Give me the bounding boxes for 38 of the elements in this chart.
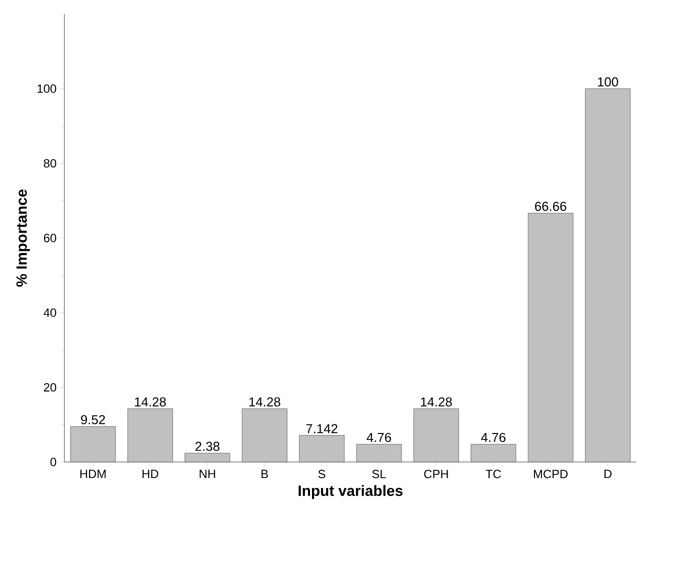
x-tick-label: B xyxy=(262,470,268,478)
bar xyxy=(470,444,516,462)
y-tick-label: 80 xyxy=(44,159,56,168)
x-tick-label: MCPD xyxy=(534,470,568,478)
data-label: 66.66 xyxy=(535,202,566,211)
bar xyxy=(356,444,402,462)
data-label: 2.38 xyxy=(195,442,220,451)
x-tick-label: TC xyxy=(486,470,501,478)
bar xyxy=(70,426,116,462)
bar xyxy=(128,408,173,462)
x-tick-label: HD xyxy=(142,470,158,478)
data-label: 7.142 xyxy=(306,424,338,434)
x-tick-label: NH xyxy=(200,470,216,478)
x-tick-label: HDM xyxy=(80,470,106,478)
y-tick-label: 100 xyxy=(38,84,56,93)
bar xyxy=(585,88,631,462)
data-label: 100 xyxy=(598,77,618,86)
data-label: 14.28 xyxy=(134,397,166,406)
bar xyxy=(184,452,230,462)
x-tick-label: CPH xyxy=(424,470,448,478)
bar xyxy=(414,408,459,462)
y-tick-label: 60 xyxy=(44,234,56,242)
data-label: 4.76 xyxy=(481,432,506,442)
x-tick-label: S xyxy=(318,470,326,478)
x-tick-label: D xyxy=(604,470,612,478)
bar xyxy=(242,408,288,462)
y-tick-label: 0 xyxy=(50,458,56,466)
bar xyxy=(299,435,344,462)
data-label: 14.28 xyxy=(420,397,452,406)
y-tick-label: 20 xyxy=(44,383,56,392)
x-tick-label: SL xyxy=(372,470,386,478)
x-axis-title: Input variables xyxy=(298,485,403,499)
y-axis-title: % Importance xyxy=(16,190,30,287)
data-label: 14.28 xyxy=(249,397,280,406)
data-label: 4.76 xyxy=(366,432,392,442)
bar xyxy=(528,212,574,462)
data-label: 9.52 xyxy=(81,415,105,424)
y-tick-label: 40 xyxy=(44,308,56,317)
